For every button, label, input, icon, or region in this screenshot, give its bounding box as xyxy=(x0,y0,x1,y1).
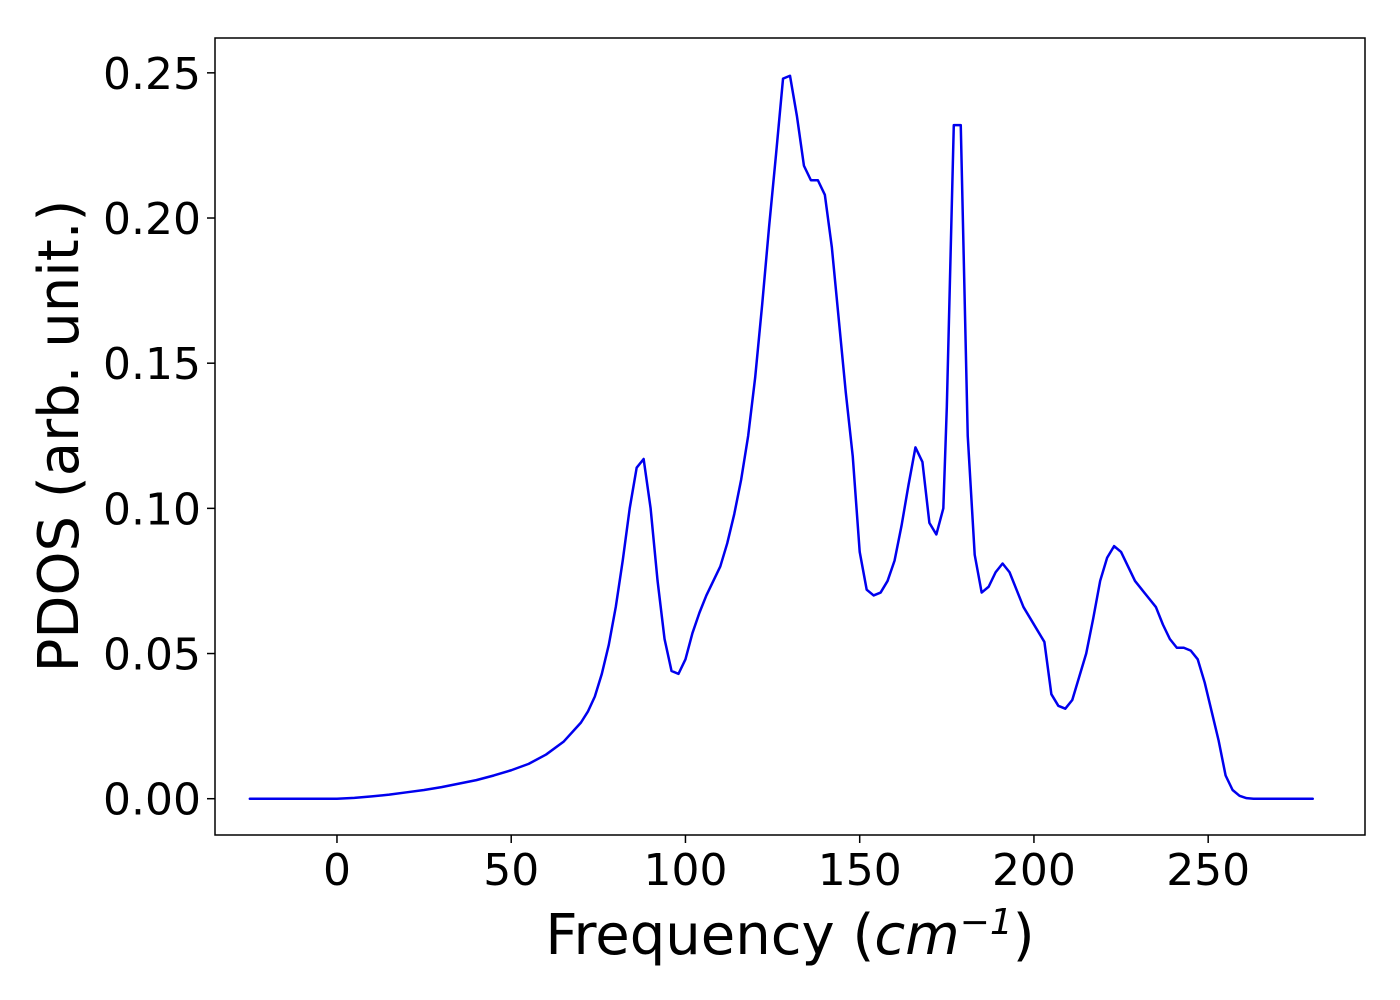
y-tick-label: 0.15 xyxy=(103,339,201,390)
y-tick-label: 0.10 xyxy=(103,484,201,535)
y-tick-label: 0.25 xyxy=(103,49,201,100)
x-axis-label-prefix: Frequency ( xyxy=(545,903,874,968)
x-tick-label: 250 xyxy=(1166,845,1250,896)
y-tick-label: 0.00 xyxy=(103,775,201,826)
x-axis-ticks: 0 50 100 150 200 250 xyxy=(323,835,1250,896)
plot-frame xyxy=(214,37,1366,836)
plot-area xyxy=(248,74,1314,800)
y-tick-label: 0.05 xyxy=(103,630,201,681)
x-axis-label-exponent: −1 xyxy=(960,902,1013,943)
x-axis-label-unit: cm xyxy=(874,903,959,968)
x-tick-label: 100 xyxy=(643,845,727,896)
x-tick-label: 200 xyxy=(992,845,1076,896)
y-axis-ticks: 0.00 0.05 0.10 0.15 0.20 0.25 xyxy=(103,49,215,826)
x-axis-label: Frequency (cm−1) xyxy=(545,902,1034,969)
x-tick-label: 0 xyxy=(323,845,351,896)
x-axis-label-suffix: ) xyxy=(1013,903,1035,968)
y-axis-label: PDOS (arb. unit.) xyxy=(27,200,92,673)
x-tick-label: 150 xyxy=(818,845,902,896)
y-tick-label: 0.20 xyxy=(103,194,201,245)
x-tick-label: 50 xyxy=(483,845,539,896)
pdos-series-line xyxy=(248,74,1314,800)
